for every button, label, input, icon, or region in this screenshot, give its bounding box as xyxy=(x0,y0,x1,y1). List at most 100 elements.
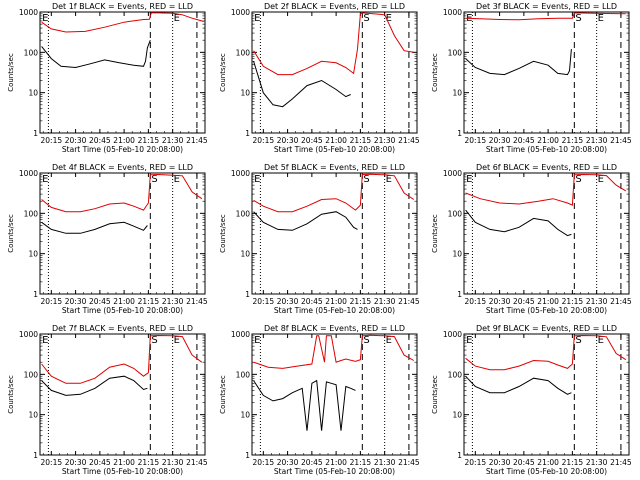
x-tick-label: 20:45 xyxy=(89,136,111,145)
events-series-line xyxy=(253,211,358,231)
x-tick-label: 20:15 xyxy=(253,297,275,306)
y-axis-label: Counts/sec xyxy=(431,53,439,92)
x-axis-label: Start Time (05-Feb-10 20:08:00) xyxy=(274,467,395,476)
marker-label: E xyxy=(386,174,392,185)
marker-label: E xyxy=(254,335,260,346)
events-series-line xyxy=(253,61,351,108)
y-tick-label: 10 xyxy=(452,411,462,420)
plot-frame xyxy=(463,333,630,456)
x-tick-label: 21:45 xyxy=(186,297,208,306)
x-axis-label: Start Time (05-Feb-10 20:08:00) xyxy=(62,467,183,476)
marker-label: E xyxy=(466,174,472,185)
y-tick-label: 100 xyxy=(24,370,39,379)
events-series-line xyxy=(465,209,572,237)
y-tick-label: 10 xyxy=(452,250,462,259)
plot-frame xyxy=(463,172,630,295)
x-tick-label: 20:45 xyxy=(89,458,111,467)
chart-panel: Det 7f BLACK = Events, RED = LLD E S E 20:15… xyxy=(7,324,208,476)
panel-title: Det 2f BLACK = Events, RED = LLD xyxy=(264,2,405,11)
x-tick-label: 21:30 xyxy=(162,136,184,145)
x-tick-label: 20:15 xyxy=(41,458,63,467)
x-tick-label: 21:30 xyxy=(374,136,396,145)
x-tick-label: 21:15 xyxy=(138,458,160,467)
chart-panel: Det 6f BLACK = Events, RED = LLD E S E 20:15… xyxy=(431,163,632,315)
x-tick-label: 21:30 xyxy=(586,458,608,467)
x-tick-label: 21:45 xyxy=(610,458,632,467)
x-tick-label: 21:15 xyxy=(138,136,160,145)
x-tick-label: 20:45 xyxy=(301,297,323,306)
marker-label: S xyxy=(575,174,581,185)
lld-series-line xyxy=(465,334,627,371)
y-tick-label: 10 xyxy=(240,411,250,420)
y-axis-label: Counts/sec xyxy=(7,214,15,253)
x-tick-label: 21:30 xyxy=(162,458,184,467)
panel-title: Det 1f BLACK = Events, RED = LLD xyxy=(52,2,193,11)
x-tick-label: 21:45 xyxy=(610,297,632,306)
marker-label: S xyxy=(363,174,369,185)
marker-label: E xyxy=(466,335,472,346)
y-tick-label: 10 xyxy=(240,89,250,98)
y-tick-label: 10 xyxy=(240,250,250,259)
y-tick-label: 1000 xyxy=(19,330,38,339)
x-tick-label: 21:30 xyxy=(162,297,184,306)
x-tick-label: 21:15 xyxy=(562,297,584,306)
x-tick-label: 21:00 xyxy=(113,297,135,306)
panel-title: Det 7f BLACK = Events, RED = LLD xyxy=(52,324,193,333)
x-tick-label: 21:15 xyxy=(350,136,372,145)
x-tick-label: 21:15 xyxy=(562,458,584,467)
x-tick-label: 21:30 xyxy=(374,458,396,467)
y-tick-label: 1 xyxy=(245,290,250,299)
lld-series-line xyxy=(465,12,626,21)
x-tick-label: 21:45 xyxy=(398,458,420,467)
x-axis-label: Start Time (05-Feb-10 20:08:00) xyxy=(62,306,183,315)
x-tick-label: 20:30 xyxy=(489,458,511,467)
plot-frame xyxy=(251,11,418,134)
y-axis-label: Counts/sec xyxy=(219,53,227,92)
y-tick-label: 1 xyxy=(33,290,38,299)
y-tick-label: 100 xyxy=(236,370,251,379)
x-tick-label: 20:15 xyxy=(465,458,487,467)
marker-label: E xyxy=(174,13,180,24)
y-tick-label: 100 xyxy=(448,48,463,57)
y-axis-label: Counts/sec xyxy=(431,375,439,414)
panel-title: Det 6f BLACK = Events, RED = LLD xyxy=(476,163,617,172)
x-tick-label: 21:00 xyxy=(113,458,135,467)
events-series-line xyxy=(41,40,151,69)
x-tick-label: 20:15 xyxy=(253,458,275,467)
x-tick-label: 21:00 xyxy=(325,458,347,467)
y-tick-label: 1 xyxy=(457,129,462,138)
lld-series-line xyxy=(465,173,627,206)
panel-title: Det 9f BLACK = Events, RED = LLD xyxy=(476,324,617,333)
x-tick-label: 20:30 xyxy=(65,297,87,306)
y-tick-label: 1 xyxy=(245,129,250,138)
y-tick-label: 10 xyxy=(28,411,38,420)
y-axis-label: Counts/sec xyxy=(219,214,227,253)
x-tick-label: 21:45 xyxy=(398,297,420,306)
y-tick-label: 1 xyxy=(33,451,38,460)
lld-series-line xyxy=(253,12,414,76)
chart-panel: Det 4f BLACK = Events, RED = LLD E S E 20:15… xyxy=(7,163,208,315)
panel-title: Det 8f BLACK = Events, RED = LLD xyxy=(264,324,405,333)
plot-frame xyxy=(39,11,206,134)
y-axis-label: Counts/sec xyxy=(7,53,15,92)
x-tick-label: 21:00 xyxy=(537,136,559,145)
x-tick-label: 20:15 xyxy=(41,136,63,145)
x-axis-label: Start Time (05-Feb-10 20:08:00) xyxy=(274,145,395,154)
x-tick-label: 21:00 xyxy=(325,136,347,145)
x-tick-label: 21:15 xyxy=(350,458,372,467)
plot-frame xyxy=(251,333,418,456)
marker-label: E xyxy=(386,335,392,346)
x-tick-label: 20:30 xyxy=(489,136,511,145)
plot-frame xyxy=(463,11,630,134)
x-axis-label: Start Time (05-Feb-10 20:08:00) xyxy=(486,306,607,315)
x-tick-label: 20:45 xyxy=(89,297,111,306)
x-tick-label: 20:15 xyxy=(465,136,487,145)
y-tick-label: 1000 xyxy=(19,8,38,17)
marker-label: E xyxy=(174,174,180,185)
x-tick-label: 21:00 xyxy=(325,297,347,306)
x-tick-label: 20:30 xyxy=(277,458,299,467)
events-series-line xyxy=(465,49,572,76)
lld-series-line xyxy=(253,173,415,213)
